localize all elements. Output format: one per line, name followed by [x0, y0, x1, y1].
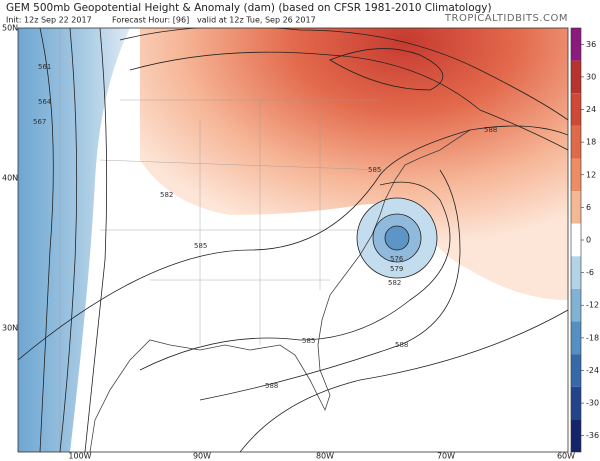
colorbar-tick-label: 24: [586, 105, 596, 114]
colorbar-tick-label: -6: [586, 268, 594, 277]
contour-label: 579: [390, 265, 403, 273]
colorbar-tick-label: 12: [586, 170, 596, 179]
contour: [84, 28, 108, 452]
colorbar: 36 30 24 18 12 6 0 -6 -12 -18 -24 -30 -36: [570, 27, 599, 453]
contour: [39, 28, 54, 452]
colorbar-segment: [571, 125, 581, 159]
init-time: Init: 12z Sep 22 2017: [6, 16, 92, 25]
colorbar-segment: [571, 28, 581, 61]
contour-label: 588: [395, 341, 408, 349]
colorbar-segment: [571, 288, 581, 322]
colorbar-segment: [571, 93, 581, 126]
lat-label: 40N: [2, 174, 18, 183]
contour: [199, 169, 461, 401]
contour-label: 585: [194, 242, 207, 250]
contour-label: 561: [38, 63, 51, 71]
contour: [139, 181, 451, 371]
colorbar-tick-label: -12: [586, 301, 599, 310]
cold-anomaly: [18, 28, 130, 452]
title: GEM 500mb Geopotential Height & Anomaly …: [6, 2, 492, 14]
colorbar-tick-label: 36: [586, 40, 596, 49]
colorbar-segment: [571, 191, 581, 224]
contour: [329, 48, 444, 91]
forecast-hour: Forecast Hour: [96]: [112, 16, 189, 25]
lon-label: 90W: [193, 452, 211, 461]
contour: [372, 213, 422, 263]
lat-label: 30N: [2, 324, 18, 333]
lat-label: 50N: [2, 24, 18, 33]
colorbar-tick-label: 0: [586, 236, 591, 245]
contour: [356, 197, 438, 279]
lon-label: 60W: [557, 452, 575, 461]
lon-label: 100W: [68, 452, 91, 461]
colorbar-segment: [571, 321, 581, 355]
map-frame: [17, 27, 569, 453]
colorbar-tick-label: -18: [586, 333, 599, 342]
colorbar-segment: [571, 354, 581, 387]
contour: [239, 309, 568, 452]
contour: [119, 28, 568, 121]
contour-label: 567: [33, 118, 46, 126]
low-anomaly: [385, 226, 409, 250]
brand: TROPICALTIDBITS.COM: [444, 13, 568, 24]
colorbar-segment: [571, 158, 581, 192]
contour-label: 582: [160, 191, 173, 199]
contour-label: 588: [265, 382, 278, 390]
colorbar-frame: [570, 27, 582, 453]
colorbar-segment: [571, 419, 581, 452]
valid-time: valid at 12z Tue, Sep 26 2017: [197, 16, 316, 25]
contour-label: 585: [368, 166, 381, 174]
colorbar-tick-label: -30: [586, 399, 599, 408]
colorbar-tick-label: 6: [586, 203, 591, 212]
colorbar-segment: [571, 386, 581, 420]
contour: [129, 51, 568, 151]
colorbar-tick-label: 30: [586, 72, 596, 81]
coastline: [89, 129, 471, 452]
contour-label: 576: [390, 255, 404, 263]
contour-label: 585: [302, 337, 315, 345]
colorbar-tick-label: -24: [586, 366, 599, 375]
colorbar-segment: [571, 223, 581, 257]
contour-label: 588: [484, 126, 497, 134]
contour: [384, 225, 410, 251]
state-borders: [59, 28, 386, 452]
colorbar-segment: [571, 60, 581, 94]
map: 561 564 567 576 579 582 585 588 585 582 …: [18, 28, 568, 452]
colorbar-tick-label: 18: [586, 138, 596, 147]
contour: [59, 28, 78, 452]
contour: [18, 125, 568, 361]
colorbar-segment: [571, 256, 581, 289]
lon-label: 70W: [437, 452, 455, 461]
contour-label: 582: [388, 279, 401, 287]
contour-label: 564: [38, 98, 52, 106]
lon-label: 80W: [316, 452, 334, 461]
colorbar-tick-label: -36: [586, 431, 599, 440]
